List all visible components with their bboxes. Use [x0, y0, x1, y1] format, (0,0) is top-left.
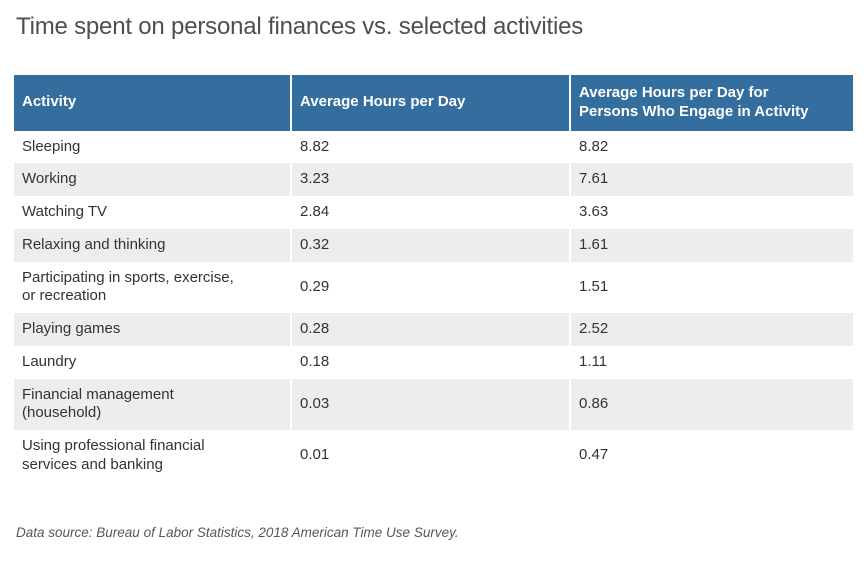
activity-cell: Participating in sports, exercise, or re…: [14, 261, 291, 313]
table-row: Working 3.23 7.61: [14, 163, 853, 196]
value-cell: 0.18: [290, 345, 570, 379]
value-cell: 0.01: [290, 430, 570, 482]
value-cell: 3.23: [290, 163, 570, 196]
table-row: Watching TV 2.84 3.63: [14, 196, 853, 229]
value-cell: 0.32: [290, 228, 570, 262]
column-header-activity: Activity: [14, 75, 291, 131]
activity-cell: Relaxing and thinking: [14, 228, 291, 262]
value-cell: 0.47: [569, 430, 853, 482]
value-cell: 2.84: [290, 196, 570, 229]
column-header-average-hours-engaged: Average Hours per Day for Persons Who En…: [569, 75, 853, 131]
activity-cell: Watching TV: [14, 196, 291, 229]
header-row: Activity Average Hours per Day Average H…: [14, 75, 853, 131]
value-cell: 2.52: [569, 313, 853, 346]
value-cell: 0.29: [290, 261, 570, 313]
table-body: Sleeping 8.82 8.82 Working 3.23 7.61 Watching …: [14, 130, 853, 482]
value-cell: 3.63: [569, 196, 853, 229]
value-cell: 1.61: [569, 228, 853, 262]
value-cell: 0.86: [569, 378, 853, 430]
table-row: Sleeping 8.82 8.82: [14, 130, 853, 164]
activity-cell: Financial management (household): [14, 378, 291, 430]
table-row: Playing games 0.28 2.52: [14, 313, 853, 346]
value-cell: 0.03: [290, 378, 570, 430]
value-cell: 1.51: [569, 261, 853, 313]
value-cell: 1.11: [569, 345, 853, 379]
table-row: Financial management (household) 0.03 0.86: [14, 378, 853, 430]
value-cell: 7.61: [569, 163, 853, 196]
table-header: Activity Average Hours per Day Average H…: [14, 75, 853, 131]
value-cell: 8.82: [290, 130, 570, 164]
column-header-average-hours: Average Hours per Day: [290, 75, 570, 131]
table-row: Participating in sports, exercise, or re…: [14, 261, 853, 313]
chart-title: Time spent on personal finances vs. sele…: [16, 13, 584, 40]
table-row: Relaxing and thinking 0.32 1.61: [14, 228, 853, 262]
page-container: Time spent on personal finances vs. sele…: [14, 13, 853, 540]
data-table: Activity Average Hours per Day Average H…: [14, 75, 853, 482]
value-cell: 0.28: [290, 313, 570, 346]
activity-cell: Working: [14, 163, 291, 196]
activity-cell: Sleeping: [14, 130, 291, 164]
activity-cell: Using professional financial services an…: [14, 430, 291, 482]
data-source-note: Data source: Bureau of Labor Statistics,…: [16, 524, 459, 540]
activity-cell: Playing games: [14, 313, 291, 346]
table-row: Using professional financial services an…: [14, 430, 853, 482]
activity-cell: Laundry: [14, 345, 291, 379]
value-cell: 8.82: [569, 130, 853, 164]
table-row: Laundry 0.18 1.11: [14, 345, 853, 379]
